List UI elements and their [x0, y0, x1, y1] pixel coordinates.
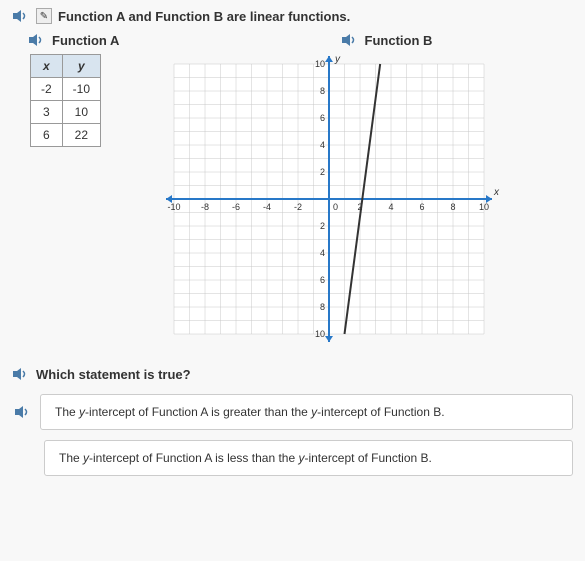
table-cell: 22 — [62, 124, 100, 147]
svg-text:4: 4 — [320, 140, 325, 150]
audio-icon[interactable] — [341, 32, 359, 48]
svg-text:6: 6 — [320, 275, 325, 285]
audio-icon[interactable] — [12, 366, 30, 382]
function-b-section: Function B -10-8-6-4-2024681010864224681… — [144, 32, 573, 354]
question-text: Which statement is true? — [36, 367, 191, 382]
svg-text:-8: -8 — [201, 202, 209, 212]
svg-text:-4: -4 — [263, 202, 271, 212]
answer-option-1[interactable]: The y-intercept of Function A is greater… — [40, 394, 573, 430]
table-cell: -2 — [31, 78, 63, 101]
table-cell: 10 — [62, 101, 100, 124]
tool-icon[interactable]: ✎ — [36, 8, 52, 24]
svg-text:6: 6 — [320, 113, 325, 123]
table-cell: -10 — [62, 78, 100, 101]
svg-text:4: 4 — [388, 202, 393, 212]
function-a-label: Function A — [52, 33, 119, 48]
svg-text:x: x — [493, 187, 500, 198]
question-row: Which statement is true? — [12, 366, 573, 382]
svg-text:8: 8 — [320, 86, 325, 96]
svg-text:2: 2 — [320, 221, 325, 231]
svg-text:-2: -2 — [294, 202, 302, 212]
answer-option-2[interactable]: The y-intercept of Function A is less th… — [44, 440, 573, 476]
table-cell: 6 — [31, 124, 63, 147]
svg-text:8: 8 — [450, 202, 455, 212]
svg-text:-10: -10 — [167, 202, 180, 212]
audio-icon[interactable] — [12, 8, 30, 24]
audio-icon[interactable] — [14, 404, 32, 420]
svg-text:10: 10 — [315, 329, 325, 339]
svg-text:2: 2 — [320, 167, 325, 177]
svg-text:0: 0 — [333, 202, 338, 212]
function-a-table: x y -2-10310622 — [30, 54, 101, 147]
function-b-label: Function B — [365, 33, 433, 48]
svg-text:4: 4 — [320, 248, 325, 258]
table-header-y: y — [62, 55, 100, 78]
svg-text:8: 8 — [320, 302, 325, 312]
svg-text:6: 6 — [419, 202, 424, 212]
svg-text:-6: -6 — [232, 202, 240, 212]
audio-icon[interactable] — [28, 32, 46, 48]
table-cell: 3 — [31, 101, 63, 124]
svg-text:10: 10 — [315, 59, 325, 69]
problem-statement: Function A and Function B are linear fun… — [58, 9, 350, 24]
svg-text:y: y — [334, 54, 341, 65]
function-a-section: Function A x y -2-10310622 — [12, 32, 132, 354]
problem-header: ✎ Function A and Function B are linear f… — [12, 8, 573, 24]
function-b-graph: -10-8-6-4-20246810108642246810xy — [154, 54, 504, 354]
table-header-x: x — [31, 55, 63, 78]
svg-text:10: 10 — [479, 202, 489, 212]
